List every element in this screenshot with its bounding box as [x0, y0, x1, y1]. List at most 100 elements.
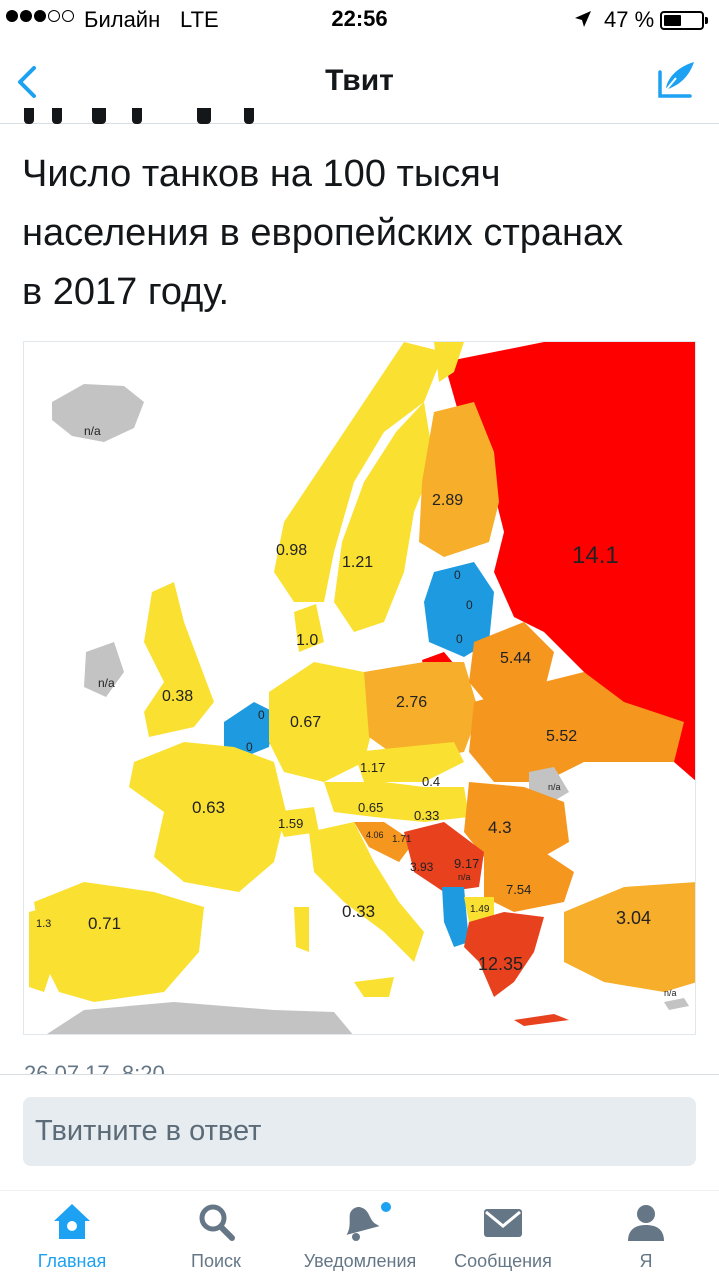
- map-value-label: 0: [246, 740, 253, 754]
- map-value-label: 1.21: [342, 554, 374, 571]
- battery-percent: 47 %: [604, 7, 655, 32]
- map-value-label: 1.17: [360, 760, 386, 775]
- bell-icon: [346, 1202, 391, 1241]
- map-region-uk: [144, 582, 214, 737]
- battery-icon: [660, 11, 708, 30]
- divider: [0, 1074, 719, 1075]
- map-region-sweden: [334, 402, 434, 632]
- map-value-label: 5.52: [546, 728, 578, 745]
- map-region-bosnia-serbia: [404, 822, 484, 892]
- map-region-croatia: [354, 822, 414, 862]
- tweet-line: Число танков на 100 тысяч: [22, 153, 501, 195]
- tab-home-label: Главная: [37, 1251, 107, 1271]
- map-region-scandinavia-north: [434, 342, 464, 382]
- map-region-crete: [514, 1014, 569, 1026]
- map-value-label: n/a: [458, 872, 471, 882]
- map-region-finland: [419, 402, 499, 557]
- tweet-timestamp: 26.07.17, 8:20: [24, 1062, 165, 1074]
- map-region-sicily: [354, 977, 394, 997]
- page-title: Твит: [325, 64, 394, 97]
- map-value-label: n/a: [84, 424, 101, 438]
- person-icon: [628, 1205, 664, 1241]
- map-value-label: 0: [466, 598, 473, 612]
- map-value-label: 0: [454, 568, 461, 582]
- tab-profile-label: Я: [639, 1251, 653, 1271]
- map-value-label: 14.1: [572, 542, 619, 569]
- map-region-poland: [364, 662, 479, 762]
- map-value-label: 7.54: [506, 882, 532, 897]
- map-value-label: 1.3: [36, 918, 52, 930]
- map-value-label: 0: [456, 632, 463, 646]
- map-value-label: n/a: [548, 782, 561, 792]
- map-region-cyprus: [664, 998, 689, 1010]
- envelope-icon: [484, 1209, 522, 1237]
- map-value-label: 0.38: [162, 688, 194, 705]
- map-region-france: [129, 742, 286, 892]
- location-arrow-icon: [575, 11, 591, 27]
- map-region-bulgaria: [484, 852, 574, 912]
- map-value-label: 2.76: [396, 694, 428, 711]
- map-value-label: 3.04: [616, 908, 652, 928]
- reply-placeholder: Твитните в ответ: [35, 1115, 262, 1147]
- map-value-label: 2.89: [432, 492, 464, 509]
- map-value-label: 0: [258, 708, 265, 722]
- map-region-turkey: [564, 882, 695, 992]
- map-region-italy: [309, 822, 424, 962]
- map-region-albania-montenegro: [442, 887, 469, 947]
- signal-strength-icon: [6, 10, 74, 22]
- map-region-spain: [34, 882, 204, 1002]
- map-value-label: 1.71: [392, 834, 412, 845]
- tweet-image-europe-tank-map[interactable]: n/a n/a 2.89 14.1 0.98 1.21 0 0 0 1.0 5.…: [23, 341, 696, 1035]
- carrier-name: Билайн: [84, 7, 161, 32]
- map-value-label: 9.17: [454, 856, 480, 871]
- tab-bar: Главная Поиск Уведомления Сообщения Я: [0, 1190, 719, 1280]
- compose-tweet-icon[interactable]: [654, 58, 698, 102]
- map-region-switzerland: [274, 807, 319, 837]
- map-value-label: 12.35: [478, 954, 524, 974]
- map-region-romania: [464, 782, 569, 862]
- tab-home[interactable]: Главная: [22, 1191, 122, 1280]
- map-region-greece: [464, 912, 544, 997]
- map-value-label: 0.63: [192, 798, 226, 817]
- map-region-portugal: [29, 908, 54, 992]
- tab-search-label: Поиск: [191, 1251, 241, 1271]
- back-chevron-icon[interactable]: [10, 62, 42, 102]
- map-region-sardinia: [294, 907, 309, 952]
- map-region-russia: [444, 342, 695, 781]
- map-value-label: 5.44: [500, 650, 532, 667]
- tab-messages-label: Сообщения: [454, 1251, 552, 1271]
- map-value-label: 1.49: [470, 904, 490, 915]
- tab-messages[interactable]: Сообщения: [446, 1191, 560, 1280]
- tab-search[interactable]: Поиск: [166, 1191, 266, 1280]
- map-region-czech-slovakia: [354, 742, 464, 782]
- map-region-north-africa: [47, 1002, 353, 1034]
- map-region-macedonia: [464, 897, 494, 922]
- network-type: LTE: [180, 7, 219, 32]
- map-value-label: 4.3: [488, 818, 512, 837]
- tweet-text: Число танков на 100 тысяч населения в ев…: [22, 145, 702, 322]
- map-region-iceland: [52, 384, 144, 442]
- map-region-ukraine: [469, 672, 684, 782]
- map-region-norway: [274, 342, 444, 602]
- map-value-label: 0.67: [290, 714, 322, 731]
- map-region-ireland: [84, 642, 124, 697]
- status-time: 22:56: [331, 6, 388, 31]
- map-value-label: 0.33: [414, 808, 440, 823]
- navigation-bar: Твит: [0, 40, 719, 124]
- reply-input[interactable]: Твитните в ответ: [23, 1097, 696, 1166]
- map-region-germany: [269, 662, 374, 782]
- tab-notifications[interactable]: Уведомления: [294, 1191, 426, 1280]
- tab-profile[interactable]: Я: [596, 1191, 696, 1280]
- tab-notifications-label: Уведомления: [303, 1251, 417, 1271]
- status-bar: Билайн LTE 22:56 47 %: [0, 0, 719, 40]
- map-region-denmark: [294, 604, 324, 652]
- map-value-label: n/a: [664, 988, 677, 998]
- map-value-label: 0.33: [342, 902, 376, 921]
- europe-map-graphic: [29, 342, 695, 1034]
- home-icon: [54, 1204, 90, 1239]
- map-value-label: 1.0: [296, 632, 319, 649]
- scrolled-text-fragment: [22, 108, 262, 124]
- tweet-line: населения в европейских странах: [22, 212, 624, 254]
- map-value-label: n/a: [98, 676, 115, 690]
- map-value-label: 0.98: [276, 542, 308, 559]
